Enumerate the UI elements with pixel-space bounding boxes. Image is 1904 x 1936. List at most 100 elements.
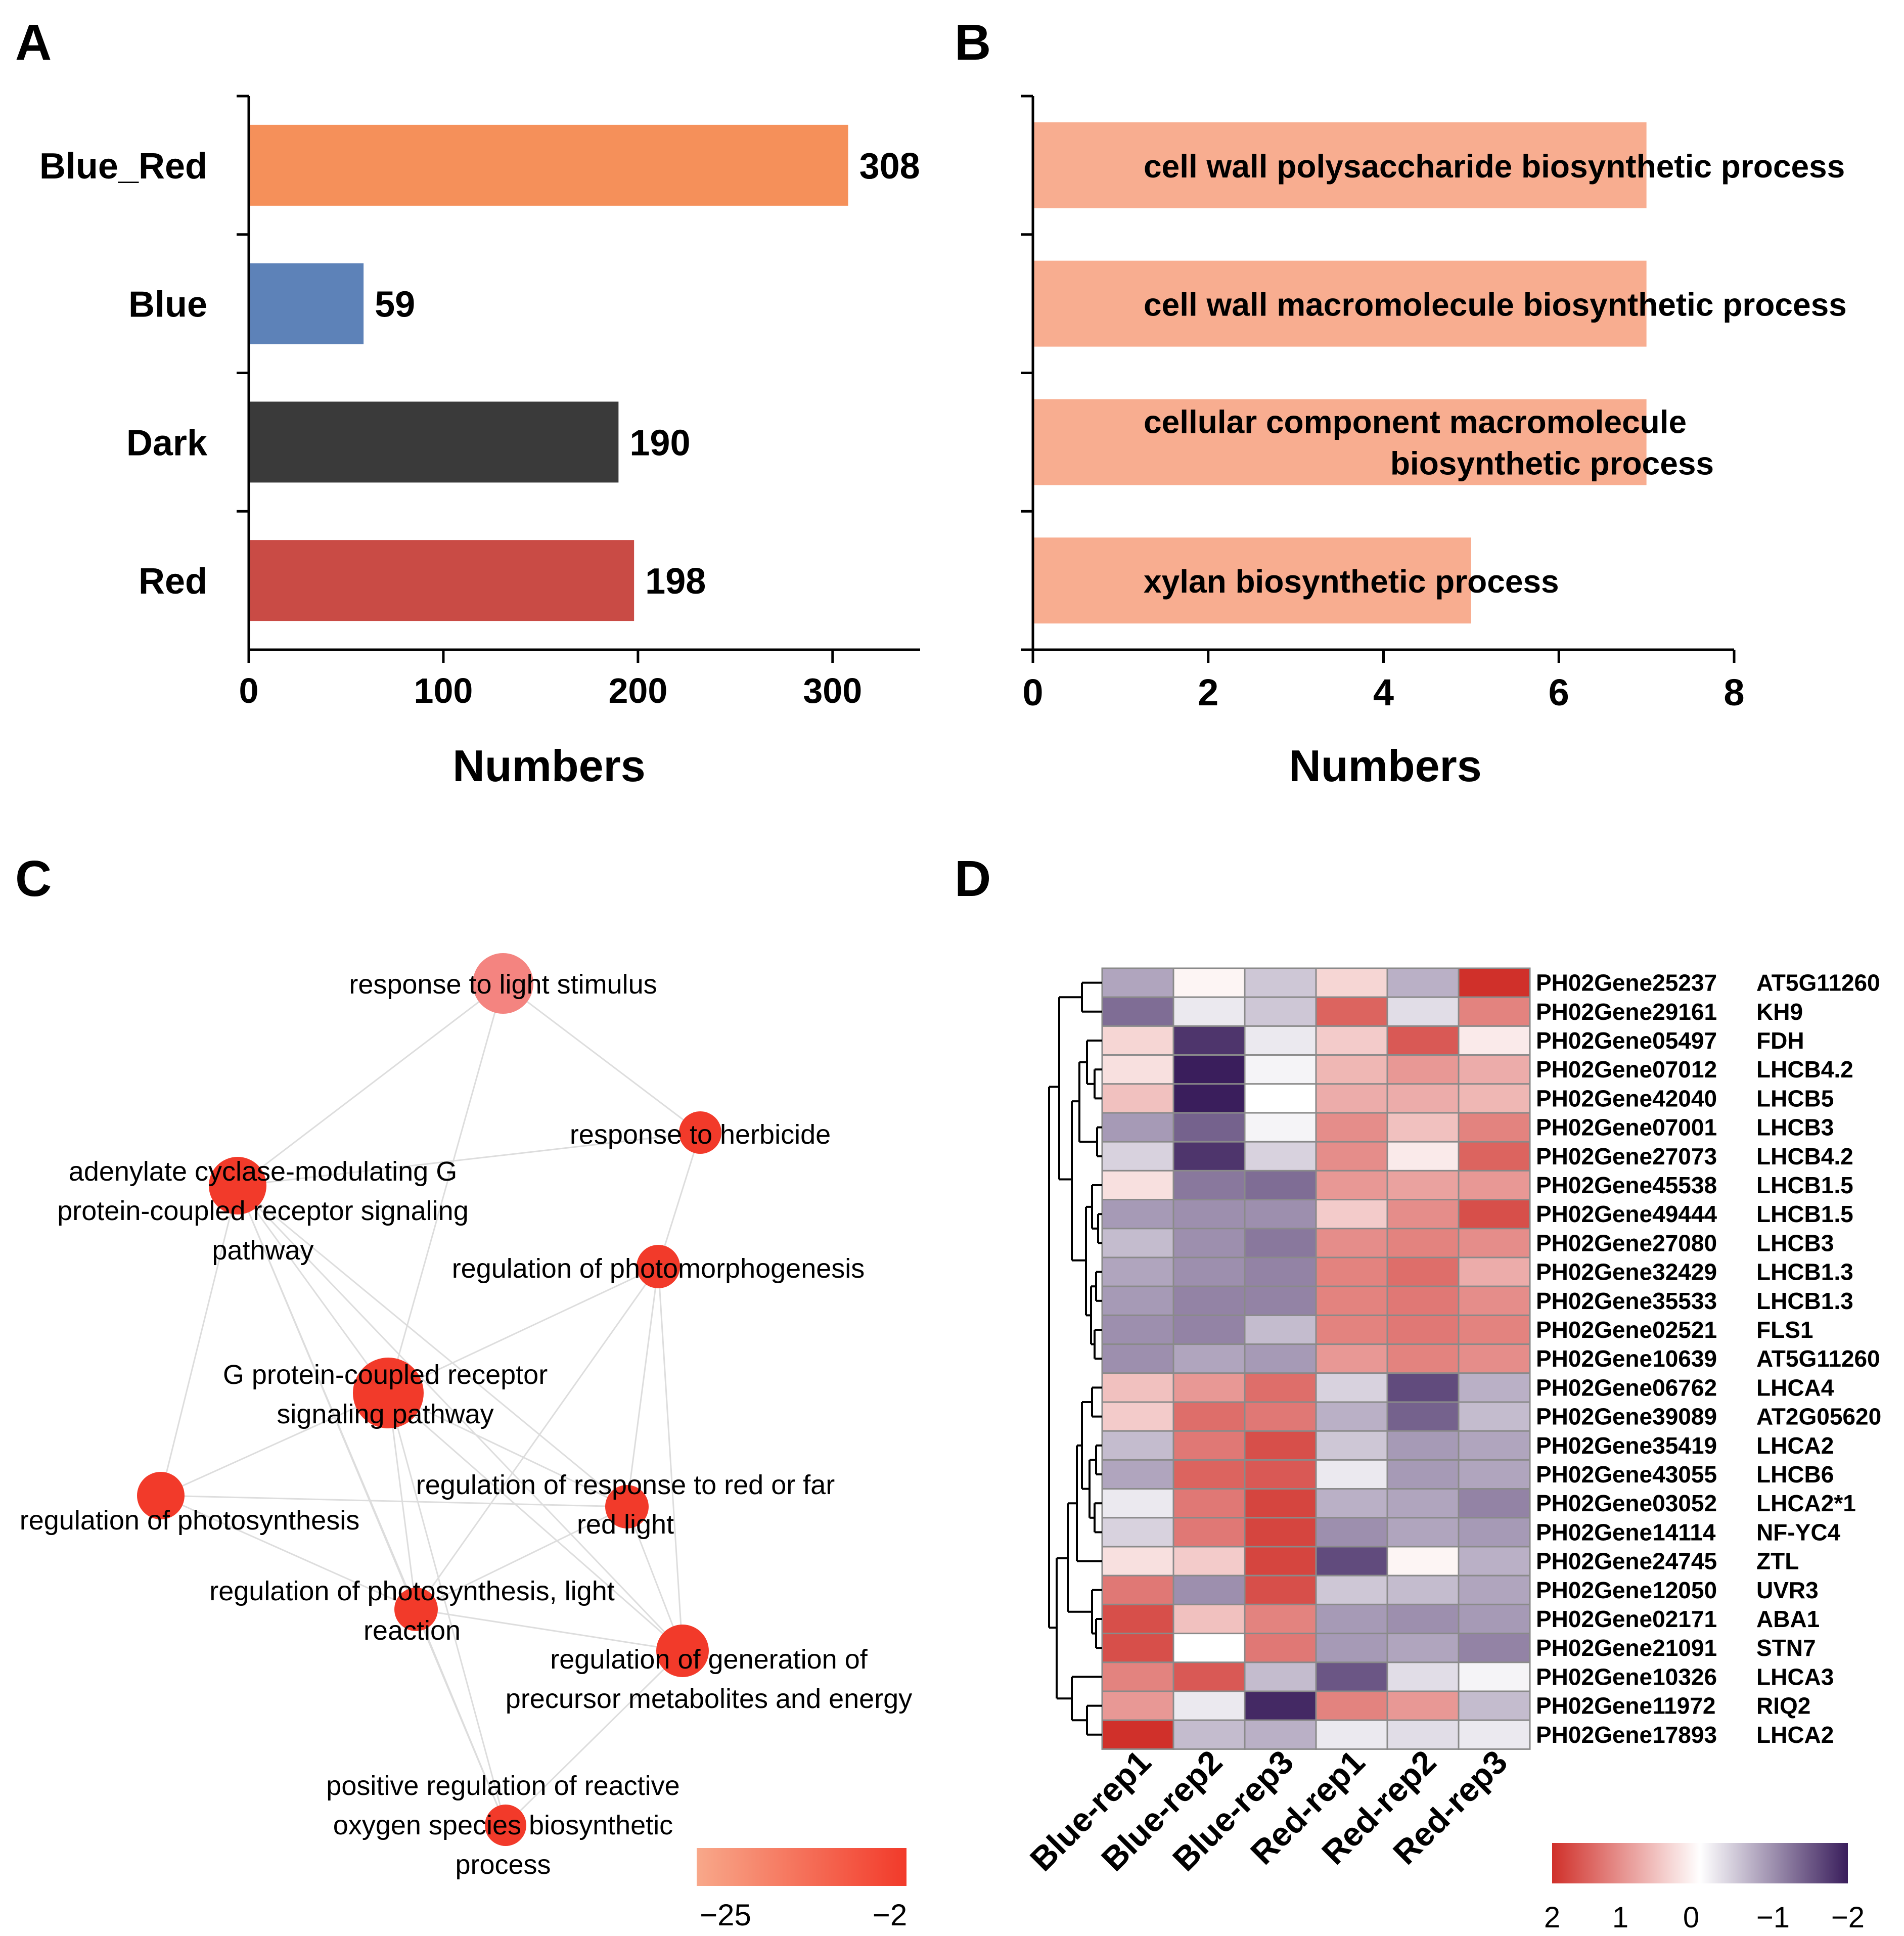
heatmap-cell xyxy=(1458,996,1531,1027)
row-symbol-label: ABA1 xyxy=(1756,1606,1820,1632)
network-edge xyxy=(237,1132,701,1187)
heatmap-cell xyxy=(1172,1083,1246,1114)
heatmap-cell xyxy=(1101,1025,1174,1056)
x-tick-label: 4 xyxy=(1373,671,1394,713)
heatmap-cell xyxy=(1244,1633,1317,1663)
row-symbol-label: LHCA4 xyxy=(1756,1374,1834,1401)
row-symbol-label: LHCB4.2 xyxy=(1756,1056,1853,1083)
heatmap-cell xyxy=(1101,1574,1174,1605)
heatmap-cell xyxy=(1101,1401,1174,1432)
colorbar-d xyxy=(1552,1843,1848,1883)
heatmap-cell xyxy=(1315,1459,1388,1490)
network-node xyxy=(137,1472,185,1519)
heatmap-cell xyxy=(1101,1488,1174,1519)
heatmap-cell xyxy=(1172,1228,1246,1258)
heatmap-cell xyxy=(1244,1488,1317,1519)
network-node xyxy=(605,1485,649,1528)
x-tick-label: 0 xyxy=(1022,671,1043,713)
row-symbol-label: LHCA2 xyxy=(1756,1722,1834,1748)
heatmap-cell xyxy=(1101,1459,1174,1490)
node-label: red light xyxy=(577,1509,674,1540)
heatmap-cell xyxy=(1458,1517,1531,1548)
heatmap-cell xyxy=(1315,1025,1388,1056)
heatmap-cell xyxy=(1458,1401,1531,1432)
row-gene-label: PH02Gene17893 xyxy=(1536,1722,1717,1748)
heatmap-cell xyxy=(1386,1256,1460,1287)
value-label: 190 xyxy=(629,423,690,463)
row-symbol-label: LHCB5 xyxy=(1756,1085,1834,1111)
row-symbol-label: RIQ2 xyxy=(1756,1693,1810,1719)
go-bar xyxy=(1033,399,1647,485)
row-gene-label: PH02Gene35419 xyxy=(1536,1432,1717,1459)
heatmap-cell xyxy=(1244,1690,1317,1721)
row-gene-label: PH02Gene27080 xyxy=(1536,1230,1717,1256)
row-gene-label: PH02Gene03052 xyxy=(1536,1490,1717,1516)
row-symbol-label: LHCB1.3 xyxy=(1756,1259,1853,1285)
panel-a-bar-chart: Blue_Red 308 Blue 59 Dark 190 Red 198 0 100 200 300… xyxy=(39,95,920,791)
heatmap-cell xyxy=(1101,1603,1174,1635)
go-term-label: xylan biosynthetic process xyxy=(1144,563,1559,600)
heatmap-cell xyxy=(1172,1546,1246,1577)
heatmap-cell xyxy=(1101,1141,1174,1172)
heatmap-cell xyxy=(1458,1025,1531,1056)
node-label: adenylate cyclase-modulating G xyxy=(69,1156,457,1187)
heatmap-cell xyxy=(1244,1372,1317,1403)
heatmap-cell xyxy=(1315,1199,1388,1230)
value-label: 198 xyxy=(645,561,706,602)
heatmap-cell xyxy=(1458,1633,1531,1663)
heatmap-cell xyxy=(1315,1228,1388,1258)
network-edge xyxy=(387,1392,507,1826)
heatmap-cell xyxy=(1315,1574,1388,1605)
heatmap-cell xyxy=(1101,1285,1174,1316)
network-edge xyxy=(237,1185,389,1393)
heatmap-cell xyxy=(1386,1401,1460,1432)
heatmap-cell xyxy=(1315,1314,1388,1345)
row-symbol-label: AT5G11260 xyxy=(1756,1345,1880,1372)
heatmap-cell xyxy=(1315,1343,1388,1374)
heatmap-cell xyxy=(1458,1372,1531,1403)
network-node xyxy=(353,1358,424,1428)
row-gene-label: PH02Gene05497 xyxy=(1536,1027,1717,1054)
go-term-label: biosynthetic process xyxy=(1390,445,1714,481)
row-symbol-label: LHCB3 xyxy=(1756,1114,1834,1141)
heatmap-cell xyxy=(1244,1054,1317,1085)
heatmap-cell xyxy=(1101,1430,1174,1461)
node-label: process xyxy=(455,1850,551,1880)
go-term-label: cellular component macromolecule xyxy=(1144,403,1687,440)
network-edge xyxy=(388,1266,659,1394)
heatmap-cell xyxy=(1172,1603,1246,1635)
heatmap-cell xyxy=(1386,1112,1460,1143)
network-labels: response to light stimulus response to he… xyxy=(20,969,912,1880)
row-gene-label: PH02Gene02171 xyxy=(1536,1606,1717,1632)
value-label: 308 xyxy=(859,146,920,187)
heatmap-cell xyxy=(1386,1083,1460,1114)
heatmap-cell xyxy=(1101,1083,1174,1114)
heatmap-cell xyxy=(1101,967,1174,998)
heatmap-cell xyxy=(1172,1488,1246,1519)
row-symbol-label: LHCB1.5 xyxy=(1756,1201,1853,1227)
heatmap-cell xyxy=(1172,1141,1246,1172)
network-edge xyxy=(626,1266,659,1507)
row-gene-label: PH02Gene29161 xyxy=(1536,999,1717,1025)
heatmap-cell xyxy=(1315,1112,1388,1143)
heatmap-cell xyxy=(1172,1401,1246,1432)
heatmap-cell xyxy=(1101,996,1174,1027)
heatmap-cell xyxy=(1172,1169,1246,1201)
heatmap-cell xyxy=(1458,1574,1531,1605)
heatmap-cell xyxy=(1244,1314,1317,1345)
node-label: pathway xyxy=(212,1235,313,1266)
bar-blue-red xyxy=(249,124,848,206)
heatmap-cell xyxy=(1458,1488,1531,1519)
network-edge xyxy=(388,1392,683,1652)
row-gene-label: PH02Gene45538 xyxy=(1536,1172,1717,1198)
row-symbol-label: LHCA2 xyxy=(1756,1432,1834,1459)
category-label: Blue_Red xyxy=(39,146,207,187)
network-edge xyxy=(237,982,504,1187)
row-gene-label: PH02Gene32429 xyxy=(1536,1259,1717,1285)
heatmap-cell xyxy=(1386,1169,1460,1201)
heatmap-cell xyxy=(1315,1401,1388,1432)
heatmap-cell xyxy=(1386,1719,1460,1750)
row-gene-label: PH02Gene27073 xyxy=(1536,1143,1717,1169)
heatmap-cell xyxy=(1386,1314,1460,1345)
heatmap-cell xyxy=(1386,1141,1460,1172)
